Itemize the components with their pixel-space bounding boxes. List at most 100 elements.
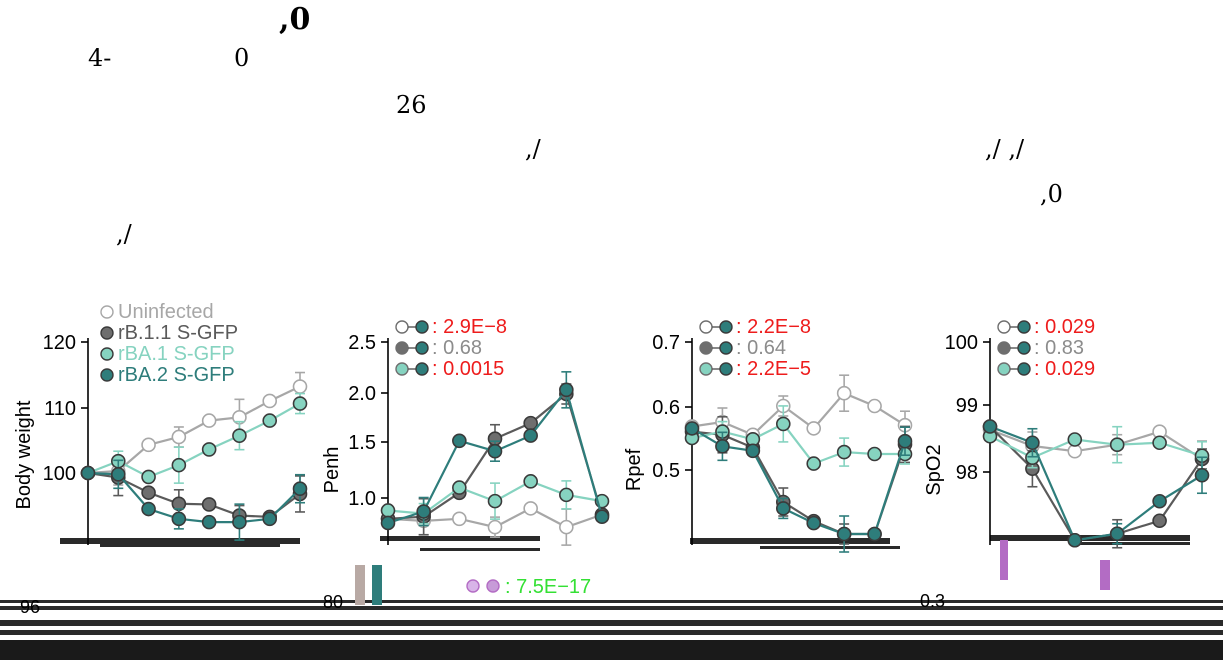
data-point — [806, 421, 822, 436]
extra-pvalue-label: : 7.5E−17 — [505, 576, 591, 598]
glitch-bar — [1080, 542, 1190, 545]
data-point — [1194, 467, 1210, 483]
header-fragment-5: ,/ — [525, 135, 541, 163]
pvalue-marker-left — [997, 362, 1011, 376]
glitch-bar — [100, 544, 280, 547]
y-axis-label: Penh — [321, 447, 343, 494]
data-point — [110, 467, 126, 482]
data-point — [292, 379, 308, 394]
pvalue-marker-right — [1017, 320, 1031, 334]
bottom-tick-80: 80 — [323, 592, 343, 612]
extra-marker-left — [466, 579, 480, 593]
data-point — [775, 501, 791, 516]
data-point — [559, 382, 574, 398]
glitch-block — [1000, 540, 1008, 580]
glitch-bar — [0, 606, 1223, 610]
glitch-bar — [690, 538, 890, 544]
pvalue-label: : 2.2E−5 — [736, 358, 811, 380]
pvalue-label: : 0.68 — [432, 337, 482, 359]
y-tick-label: 99 — [956, 395, 978, 417]
pvalue-marker-right — [415, 320, 429, 334]
legend-label: rBA.2 S-GFP — [118, 364, 235, 386]
legend-marker — [100, 347, 114, 361]
glitch-block — [1100, 560, 1110, 590]
data-point — [715, 439, 730, 454]
glitch-block — [372, 565, 382, 605]
glitch-bar — [420, 548, 540, 551]
data-point — [523, 428, 538, 443]
glitch-bar — [60, 538, 300, 544]
glitch-artifacts: : 7.5E−17 96 80 0.3 — [0, 535, 1223, 635]
pvalue-marker-right — [415, 341, 429, 355]
data-point — [292, 396, 308, 411]
y-tick-label: 98 — [956, 462, 978, 484]
chart-panel-2: 1.0 1.5 2.0 2.5 Penh: 2.9E−8: 0.68: 0.0015 — [321, 316, 610, 546]
data-point — [836, 444, 852, 460]
pvalue-marker-left — [997, 341, 1011, 355]
extra-pvalue: : 7.5E−17 — [466, 576, 591, 598]
data-point — [452, 433, 467, 449]
data-point — [867, 398, 882, 414]
pvalue-marker-right — [719, 362, 733, 376]
data-point — [141, 469, 156, 485]
data-point — [80, 465, 96, 481]
data-point — [487, 443, 503, 459]
data-point — [1152, 513, 1167, 529]
legend-marker — [100, 326, 114, 340]
data-point — [201, 442, 217, 457]
data-point — [141, 485, 156, 500]
header-fragment-6: ,/ ,/ — [985, 135, 1025, 163]
chart-panel-3: 0.5 0.6 0.7 Rpef: 2.2E−8: 0.64: 2.2E−5 — [623, 316, 913, 553]
pvalue-marker-left — [699, 320, 713, 334]
pvalue-marker-right — [415, 362, 429, 376]
series-line-2 — [989, 425, 1203, 542]
data-point — [867, 446, 882, 462]
pvalue-marker-right — [719, 341, 733, 355]
y-tick-label: 2.5 — [348, 332, 376, 354]
data-point — [1152, 493, 1167, 509]
data-point — [1109, 437, 1125, 453]
y-axis-label: Body weight — [13, 400, 35, 509]
data-point — [806, 515, 822, 531]
pvalue-marker-left — [395, 320, 409, 334]
data-point — [141, 437, 156, 453]
y-axis-label: SpO2 — [923, 444, 945, 495]
pvalue-label: : 0.029 — [1034, 358, 1095, 380]
data-point — [523, 474, 538, 489]
data-point — [836, 526, 852, 542]
data-point — [452, 480, 467, 495]
y-tick-label: 2.0 — [348, 383, 376, 405]
data-point — [452, 511, 467, 527]
y-tick-label: 1.0 — [348, 488, 376, 510]
y-tick-label: 0.6 — [652, 397, 680, 419]
data-point — [141, 501, 156, 517]
legend-label: Uninfected — [118, 301, 214, 323]
data-point — [292, 481, 308, 497]
pvalue-marker-left — [997, 320, 1011, 334]
y-axis-label: Rpef — [623, 448, 645, 491]
y-tick-label: 100 — [945, 332, 978, 354]
legend-marker — [100, 305, 114, 319]
data-point — [171, 429, 187, 445]
data-point — [559, 519, 574, 535]
data-point — [1067, 432, 1083, 447]
glitch-bar — [0, 630, 1223, 635]
y-tick-label: 0.5 — [652, 460, 680, 482]
pvalue-label: : 0.0015 — [432, 358, 504, 380]
header-fragment-2: 4- — [88, 44, 112, 72]
data-point — [1025, 435, 1040, 451]
data-point — [1067, 532, 1083, 548]
data-point — [1152, 435, 1167, 451]
data-point — [201, 497, 217, 512]
pvalue-label: : 0.029 — [1034, 316, 1095, 338]
header-fragment-8: ,/ — [116, 220, 132, 248]
data-point — [867, 526, 882, 542]
header-fragment-3: 0 — [234, 44, 250, 72]
pvalue-marker-left — [395, 341, 409, 355]
bottom-tick-96: 96 — [20, 597, 40, 617]
pvalue-marker-left — [395, 362, 409, 376]
series-line-4 — [989, 425, 1203, 542]
y-tick-label: 110 — [44, 398, 76, 420]
